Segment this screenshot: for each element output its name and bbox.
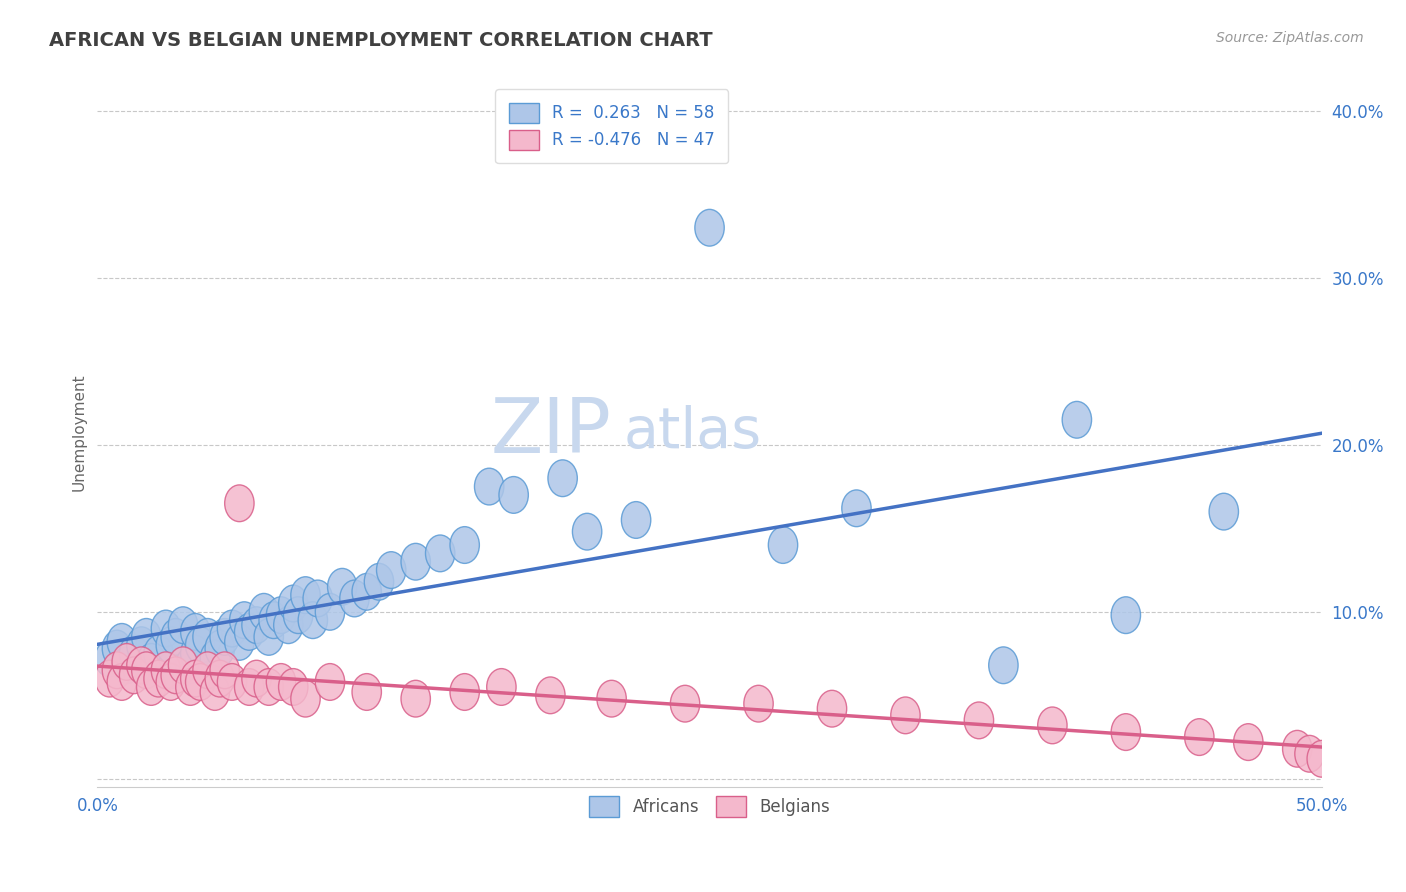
- Y-axis label: Unemployment: Unemployment: [72, 374, 86, 491]
- Text: ZIP: ZIP: [491, 395, 612, 469]
- Text: AFRICAN VS BELGIAN UNEMPLOYMENT CORRELATION CHART: AFRICAN VS BELGIAN UNEMPLOYMENT CORRELAT…: [49, 31, 713, 50]
- Text: atlas: atlas: [624, 405, 762, 459]
- Text: Source: ZipAtlas.com: Source: ZipAtlas.com: [1216, 31, 1364, 45]
- Legend: Africans, Belgians: Africans, Belgians: [581, 788, 838, 825]
